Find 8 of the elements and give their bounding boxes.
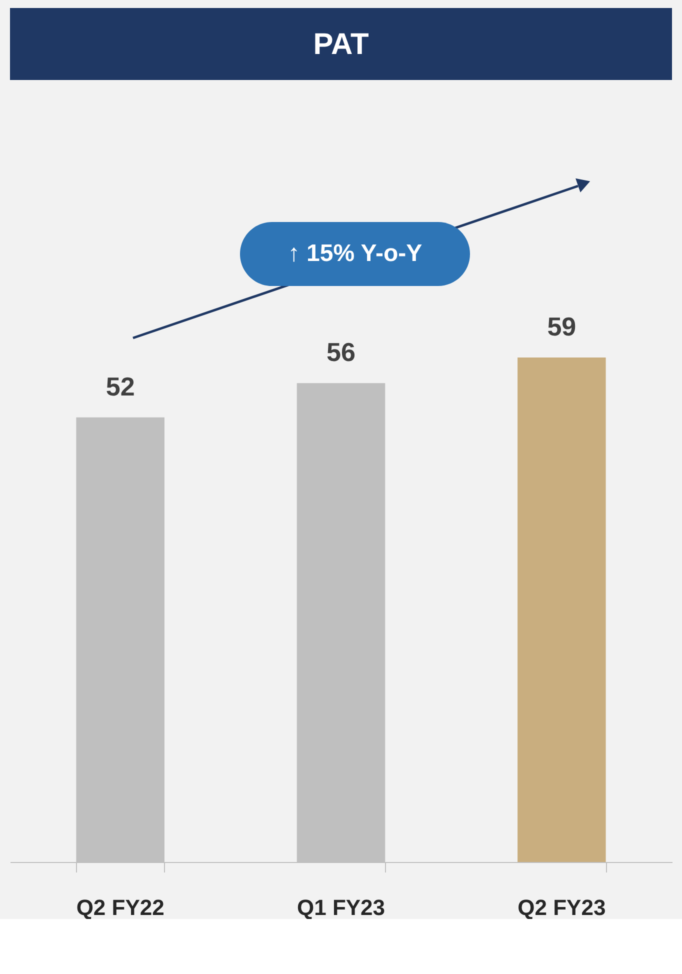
x-tick-label: Q1 FY23 — [296, 895, 386, 920]
text: ↑ 15% Y-o-Y — [288, 240, 422, 267]
x-tick-label: Q2 FY22 — [76, 895, 164, 920]
data-label: 59 — [547, 311, 576, 342]
x-tick-label: Q2 FY23 — [518, 895, 606, 920]
chart-title: PAT — [313, 28, 369, 61]
data-label: 52 — [106, 371, 135, 402]
data-label: 56 — [326, 337, 356, 368]
